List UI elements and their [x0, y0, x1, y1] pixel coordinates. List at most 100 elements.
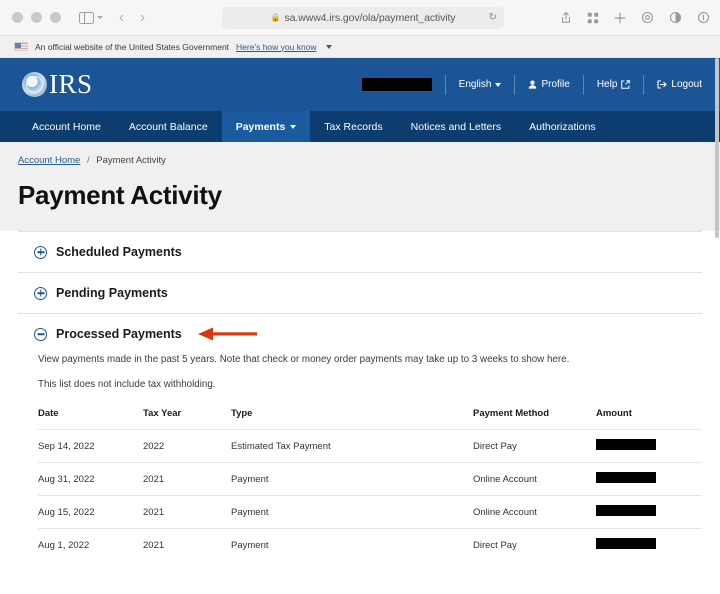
table-row: Aug 31, 2022 2021 Payment Online Account [38, 462, 702, 496]
processed-paragraph-1: View payments made in the past 5 years. … [38, 354, 570, 365]
table-header-row: Date Tax Year Type Payment Method Amount [38, 404, 702, 430]
divider [444, 74, 446, 95]
nav-item-notices-and-letters[interactable]: Notices and Letters [410, 120, 502, 133]
column-header-date[interactable]: Date [38, 408, 59, 419]
cell-amount [596, 429, 702, 463]
us-flag-icon [14, 42, 28, 51]
reload-icon[interactable]: ↻ [488, 12, 497, 23]
new-tab-icon[interactable] [614, 12, 626, 24]
extensions-grid-icon[interactable] [587, 12, 599, 24]
cell-payment-method: Online Account [473, 462, 596, 496]
url-text: sa.www4.irs.gov/ola/payment_activity [284, 11, 456, 24]
user-name-redacted [361, 78, 432, 91]
address-bar[interactable]: 🔒 sa.www4.irs.gov/ola/payment_activity ↻ [222, 6, 504, 29]
chevron-down-icon [290, 124, 297, 129]
external-link-icon [621, 80, 631, 89]
cell-payment-method: Online Account [473, 495, 596, 529]
page-header-band: Account Home / Payment Activity Payment … [0, 142, 720, 231]
sidebar-toggle-button[interactable] [79, 11, 103, 24]
column-header-tax-year[interactable]: Tax Year [143, 408, 182, 419]
chevron-down-icon [495, 82, 502, 87]
chevron-down-icon[interactable] [325, 44, 332, 49]
browser-toolbar-icons [560, 11, 710, 24]
cell-tax-year: 2022 [143, 429, 231, 463]
accordion-processed-payments[interactable]: Processed Payments [18, 313, 702, 354]
language-label: English [458, 79, 492, 90]
forward-arrow-icon[interactable]: › [140, 9, 145, 26]
accordion-scheduled-payments[interactable]: Scheduled Payments [18, 231, 702, 272]
browser-toolbar: ‹ › 🔒 sa.www4.irs.gov/ola/payment_activi… [0, 0, 720, 36]
amount-redacted [596, 472, 656, 483]
main-content: Scheduled Payments Pending Payments Proc… [0, 231, 720, 565]
cell-amount [596, 495, 702, 529]
maximize-window-button[interactable] [50, 12, 61, 23]
navigation-arrows: ‹ › [119, 9, 145, 26]
table-row: Aug 15, 2022 2021 Payment Online Account [38, 495, 702, 529]
amount-redacted [596, 439, 656, 450]
cell-payment-method: Direct Pay [473, 429, 596, 463]
plus-circle-icon [34, 286, 47, 300]
table-row: Sep 14, 2022 2022 Estimated Tax Payment … [38, 429, 702, 463]
amount-redacted [596, 505, 656, 516]
breadcrumb: Account Home / Payment Activity [18, 155, 702, 166]
accordion-scheduled-payments-label: Scheduled Payments [56, 245, 182, 259]
irs-logo[interactable]: IRS [22, 71, 93, 98]
divider [643, 74, 645, 95]
cell-tax-year: 2021 [143, 528, 231, 561]
cell-type: Payment [231, 495, 473, 529]
chevron-down-icon [97, 16, 103, 19]
nav-item-authorizations[interactable]: Authorizations [529, 120, 596, 133]
cell-amount [596, 462, 702, 496]
nav-item-tax-records[interactable]: Tax Records [324, 120, 383, 133]
minus-circle-icon [34, 327, 47, 341]
cell-tax-year: 2021 [143, 495, 231, 529]
how-you-know-link[interactable]: Here's how you know [236, 41, 317, 52]
sidebar-icon [79, 11, 94, 24]
person-icon [529, 80, 537, 89]
column-header-type[interactable]: Type [231, 408, 253, 419]
breadcrumb-separator: / [86, 155, 90, 166]
back-arrow-icon[interactable]: ‹ [119, 9, 124, 26]
nav-item-payments[interactable]: Payments [221, 111, 311, 142]
minimize-window-button[interactable] [31, 12, 42, 23]
language-selector[interactable]: English [459, 79, 502, 90]
nav-item-account-balance[interactable]: Account Balance [128, 120, 208, 133]
close-window-button[interactable] [12, 12, 23, 23]
window-controls[interactable] [12, 12, 61, 23]
table-row: Aug 1, 2022 2021 Payment Direct Pay [38, 528, 702, 561]
nav-item-account-home[interactable]: Account Home [32, 120, 101, 133]
cell-type: Payment [231, 528, 473, 561]
column-header-amount[interactable]: Amount [596, 408, 632, 419]
accordion-pending-payments-label: Pending Payments [56, 286, 168, 300]
share-icon[interactable] [560, 11, 572, 24]
help-link[interactable]: Help [597, 79, 631, 90]
logout-icon [657, 80, 667, 89]
cell-date: Aug 15, 2022 [38, 495, 143, 529]
processed-payments-panel: View payments made in the past 5 years. … [18, 354, 702, 565]
page-scrollbar[interactable] [715, 58, 719, 238]
government-banner: An official website of the United States… [0, 36, 720, 58]
cell-amount [596, 528, 702, 561]
nav-item-payments-label: Payments [235, 120, 286, 133]
header-utility-nav: English Profile Help Logout [361, 74, 702, 95]
accordion-pending-payments[interactable]: Pending Payments [18, 272, 702, 313]
gov-banner-text: An official website of the United States… [35, 41, 230, 52]
profile-link[interactable]: Profile [528, 79, 570, 90]
irs-header: IRS English Profile Help Logout [0, 58, 720, 111]
cell-date: Aug 1, 2022 [38, 528, 143, 561]
divider [514, 74, 516, 95]
red-left-arrow-icon [196, 326, 258, 342]
cell-payment-method: Direct Pay [473, 528, 596, 561]
cell-type: Estimated Tax Payment [231, 429, 473, 463]
logout-link[interactable]: Logout [657, 79, 702, 90]
column-header-payment-method[interactable]: Payment Method [473, 408, 550, 419]
cell-date: Sep 14, 2022 [38, 429, 143, 463]
breadcrumb-account-home[interactable]: Account Home [18, 155, 81, 166]
settings-gear-icon[interactable] [641, 11, 654, 24]
page-title: Payment Activity [18, 180, 222, 210]
contrast-icon[interactable] [669, 11, 682, 24]
help-label: Help [596, 79, 618, 90]
divider [582, 74, 584, 95]
cell-type: Payment [231, 462, 473, 496]
info-icon[interactable] [697, 11, 710, 24]
